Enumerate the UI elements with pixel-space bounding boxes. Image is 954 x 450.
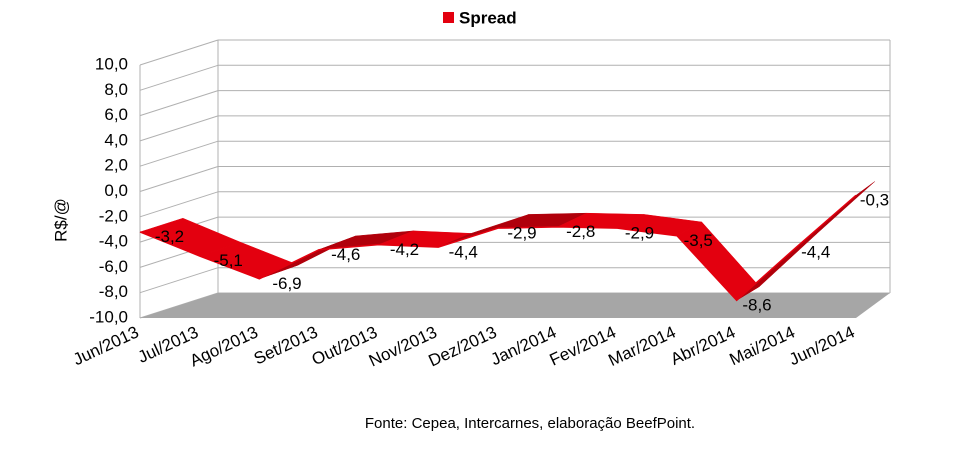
source-note: Fonte: Cepea, Intercarnes, elaboração Be… [365, 415, 695, 432]
grid-line [139, 140, 219, 167]
grid-line [139, 64, 219, 91]
legend-swatch [443, 12, 454, 23]
value-label: -4,4 [801, 242, 830, 261]
value-label: -2,9 [625, 223, 654, 242]
x-tick-label: Set/2013 [251, 322, 321, 368]
x-tick-label: Dez/2013 [426, 322, 500, 370]
legend-label: Spread [459, 8, 517, 27]
value-label: -3,5 [684, 231, 713, 250]
value-label: -3,2 [155, 227, 184, 246]
y-tick-label: 6,0 [104, 105, 128, 124]
x-tick-label: Jun/2014 [786, 322, 857, 369]
x-tick-label: Jan/2014 [488, 322, 559, 369]
y-tick-label: -10,0 [89, 307, 128, 326]
grid-line [139, 90, 219, 117]
grid-line [139, 39, 219, 66]
value-label: -8,6 [742, 296, 771, 315]
y-tick-label: 0,0 [104, 181, 128, 200]
x-tick-label: Nov/2013 [366, 322, 440, 370]
grid-line [139, 115, 219, 142]
value-label: -6,9 [272, 274, 301, 293]
value-label: -4,4 [449, 242, 478, 261]
x-tick-label: Mar/2014 [605, 322, 678, 370]
y-tick-label: -8,0 [99, 282, 128, 301]
value-label: -2,8 [566, 222, 595, 241]
value-label: -4,6 [331, 245, 360, 264]
x-tick-label: Mai/2014 [727, 322, 798, 369]
grid-line [139, 166, 219, 192]
x-tick-label: Ago/2013 [187, 322, 261, 370]
grid-line [139, 191, 219, 218]
floor [140, 293, 890, 318]
y-tick-label: 2,0 [104, 156, 128, 175]
x-tick-label: Abr/2014 [668, 322, 739, 368]
value-label: -5,1 [214, 251, 243, 270]
y-tick-label: 10,0 [95, 54, 128, 73]
value-label: -0,3 [860, 191, 889, 210]
y-tick-label: -6,0 [99, 257, 128, 276]
x-tick-label: Jun/2013 [70, 322, 141, 369]
value-label: -4,2 [390, 240, 419, 259]
y-tick-label: -4,0 [99, 232, 128, 251]
x-tick-label: Fev/2014 [547, 322, 619, 369]
series-line [139, 194, 857, 302]
y-tick-label: 4,0 [104, 130, 128, 149]
y-tick-label: -2,0 [99, 206, 128, 225]
grid-line [139, 267, 219, 294]
y-tick-label: 8,0 [104, 80, 128, 99]
y-axis-label: R$/@ [51, 198, 70, 242]
value-label: -2,9 [507, 223, 536, 242]
